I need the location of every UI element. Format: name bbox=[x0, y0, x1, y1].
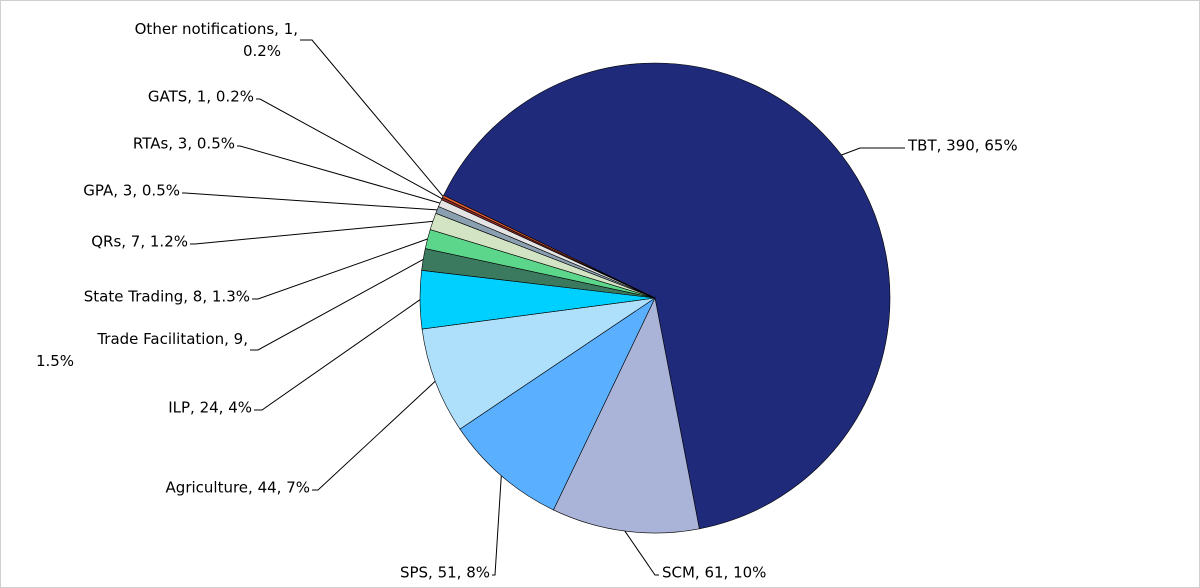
data-label: RTAs, 3, 0.5% bbox=[133, 135, 235, 153]
leader-line bbox=[841, 147, 905, 156]
data-label: Trade Facilitation, 9, 1.5% bbox=[36, 330, 248, 370]
pie-slice bbox=[442, 194, 656, 299]
data-label: Other notifications, 1, 0.2% bbox=[135, 20, 298, 60]
pie-slice bbox=[421, 297, 656, 430]
leader-line bbox=[300, 39, 444, 197]
data-label: ILP, 24, 4% bbox=[168, 399, 252, 417]
leader-line bbox=[312, 380, 436, 491]
data-label: GPA, 3, 0.5% bbox=[83, 182, 180, 200]
leader-line bbox=[237, 145, 441, 204]
leader-line bbox=[182, 192, 438, 211]
data-label: TBT, 390, 65% bbox=[907, 137, 1018, 155]
data-label: State Trading, 8, 1.3% bbox=[84, 288, 250, 306]
pie-slice bbox=[443, 62, 891, 530]
leader-line bbox=[256, 98, 443, 200]
pie-slice bbox=[459, 297, 656, 511]
data-label: QRs, 7, 1.2% bbox=[91, 233, 188, 251]
leader-line bbox=[190, 220, 433, 245]
data-label: SPS, 51, 8% bbox=[400, 564, 490, 582]
data-label: SCM, 61, 10% bbox=[662, 564, 766, 582]
data-label: GATS, 1, 0.2% bbox=[148, 88, 254, 106]
leader-line bbox=[254, 299, 421, 411]
leader-line bbox=[250, 258, 424, 351]
leader-line bbox=[252, 238, 428, 300]
leader-line bbox=[492, 475, 502, 576]
pie-slice bbox=[553, 297, 700, 534]
data-label: Agriculture, 44, 7% bbox=[166, 479, 310, 497]
leader-line bbox=[624, 530, 659, 576]
